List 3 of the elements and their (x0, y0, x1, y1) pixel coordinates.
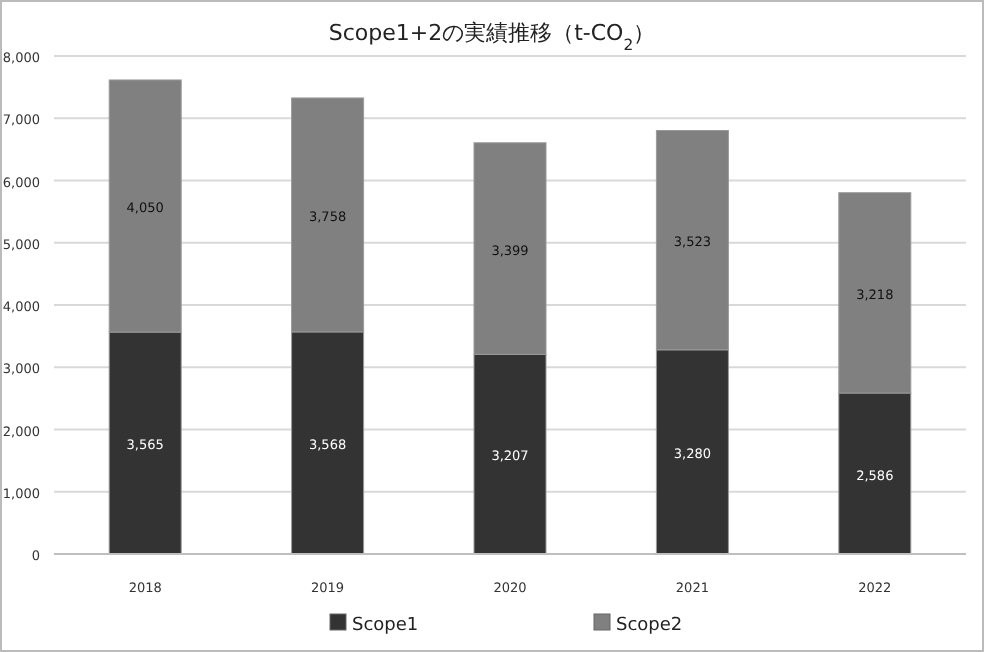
legend-label: Scope2 (616, 616, 683, 636)
chart-title: Scope1+2の実績推移（t-CO$_{2}$） (328, 20, 656, 53)
legend-label: Scope1 (352, 616, 419, 636)
